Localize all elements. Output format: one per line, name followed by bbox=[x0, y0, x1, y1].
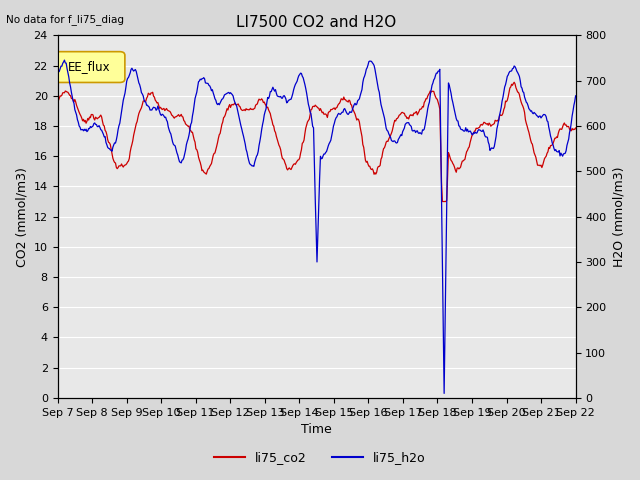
li75_co2 bbox=[288, 165, 296, 170]
li75_co2 bbox=[54, 99, 61, 105]
li75_co2 bbox=[187, 128, 195, 133]
li75_co2 bbox=[445, 150, 452, 156]
Line: li75_co2: li75_co2 bbox=[58, 82, 575, 202]
li75_h2o bbox=[440, 391, 448, 396]
li75_h2o bbox=[445, 83, 453, 88]
li75_h2o bbox=[188, 120, 195, 125]
li75_co2 bbox=[438, 199, 446, 204]
li75_co2 bbox=[510, 79, 518, 85]
Text: EE_flux: EE_flux bbox=[68, 60, 111, 73]
li75_h2o bbox=[289, 91, 296, 96]
li75_h2o bbox=[572, 93, 579, 99]
Text: No data for f_li75_diag: No data for f_li75_diag bbox=[6, 14, 124, 25]
li75_co2 bbox=[359, 142, 367, 147]
li75_h2o bbox=[146, 107, 154, 113]
li75_co2 bbox=[572, 125, 579, 131]
li75_co2 bbox=[145, 91, 153, 97]
FancyBboxPatch shape bbox=[55, 52, 125, 83]
X-axis label: Time: Time bbox=[301, 423, 332, 436]
Y-axis label: H2O (mmol/m3): H2O (mmol/m3) bbox=[612, 167, 625, 267]
li75_co2 bbox=[399, 110, 407, 116]
Legend: li75_co2, li75_h2o: li75_co2, li75_h2o bbox=[209, 446, 431, 469]
Title: LI7500 CO2 and H2O: LI7500 CO2 and H2O bbox=[236, 15, 397, 30]
li75_h2o bbox=[360, 75, 367, 81]
Y-axis label: CO2 (mmol/m3): CO2 (mmol/m3) bbox=[15, 167, 28, 266]
li75_h2o bbox=[54, 72, 61, 78]
li75_h2o bbox=[401, 125, 408, 131]
Line: li75_h2o: li75_h2o bbox=[58, 60, 575, 394]
li75_h2o bbox=[61, 57, 68, 63]
